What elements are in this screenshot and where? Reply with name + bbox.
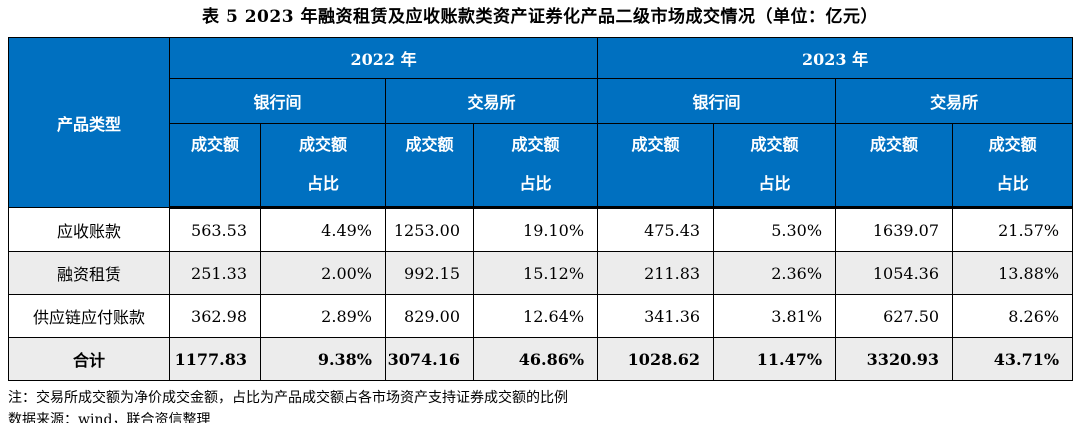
cell: 251.33 <box>169 251 261 295</box>
cell: 1639.07 <box>835 207 954 252</box>
cell: 1253.00 <box>385 207 474 252</box>
column-header-year-2022: 2022 年 <box>168 37 599 79</box>
header-row-markets: 银行间 交易所 银行间 交易所 <box>9 78 1074 124</box>
cell: 5.30% <box>713 207 837 252</box>
row-label: 供应链应付账款 <box>8 294 170 338</box>
cell: 8.26% <box>952 294 1074 338</box>
cell: 13.88% <box>952 251 1074 295</box>
cell: 21.57% <box>952 207 1074 252</box>
column-header-2023-interbank: 银行间 <box>597 78 837 124</box>
column-header-amount-share: 成交额 占比 <box>260 123 386 209</box>
amount-share-label-line1: 成交额 <box>511 135 560 154</box>
amount-share-label-line2: 占比 <box>306 174 339 193</box>
column-header-2022-interbank: 银行间 <box>169 78 386 124</box>
header-row-metrics: 成交额 成交额 占比 成交额 成交额 占比 成交额 成交额 占比 成交额 成交额 <box>9 123 1074 209</box>
cell: 475.43 <box>597 207 715 252</box>
column-header-amount-share: 成交额 占比 <box>472 123 599 209</box>
column-header-amount: 成交额 <box>597 123 715 209</box>
cell: 1177.83 <box>169 337 261 381</box>
header-row-years: 产品类型 2022 年 2023 年 <box>8 37 1074 208</box>
cell: 4.49% <box>260 207 386 252</box>
table-row-total: 合计 1177.83 9.38% 3074.16 46.86% 1028.62 … <box>8 337 1074 381</box>
table-row-finance-lease: 融资租赁 251.33 2.00% 992.15 15.12% 211.83 2… <box>8 251 1074 295</box>
amount-share-label-line2: 占比 <box>519 174 552 193</box>
amount-share-label-line2: 占比 <box>996 174 1029 193</box>
cell: 9.38% <box>260 337 386 381</box>
amount-share-label-line1: 成交额 <box>298 135 347 154</box>
cell: 1054.36 <box>835 251 954 295</box>
table-title: 表 5 2023 年融资租赁及应收账款类资产证券化产品二级市场成交情况（单位：亿… <box>202 7 878 27</box>
footnote-methodology: 注：交易所成交额为净价成交金额，占比为产品成交额占各市场资产支持证券成交额的比例 <box>8 390 568 406</box>
column-header-amount-share: 成交额 占比 <box>952 123 1074 209</box>
row-label: 应收账款 <box>8 207 170 252</box>
cell: 992.15 <box>385 251 474 295</box>
secondary-market-turnover-table: 产品类型 2022 年 2023 年 银行间 交易所 银行间 交易所 成交额 成… <box>8 37 1074 381</box>
cell: 3074.16 <box>385 337 474 381</box>
cell: 362.98 <box>169 294 261 338</box>
column-header-amount: 成交额 <box>835 123 954 209</box>
cell: 15.12% <box>472 251 599 295</box>
cell: 627.50 <box>835 294 954 338</box>
cell: 19.10% <box>472 207 599 252</box>
table-row-receivables: 应收账款 563.53 4.49% 1253.00 19.10% 475.43 … <box>8 207 1074 252</box>
cell: 3.81% <box>713 294 837 338</box>
column-header-amount-share: 成交额 占比 <box>713 123 837 209</box>
table-footnotes: 注：交易所成交额为净价成交金额，占比为产品成交额占各市场资产支持证券成交额的比例… <box>8 387 1072 423</box>
cell: 3320.93 <box>835 337 954 381</box>
row-label: 融资租赁 <box>8 251 170 295</box>
column-header-product-type: 产品类型 <box>8 37 170 208</box>
cell: 341.36 <box>597 294 715 338</box>
column-header-amount: 成交额 <box>385 123 474 209</box>
table-row-supply-chain-payables: 供应链应付账款 362.98 2.89% 829.00 12.64% 341.3… <box>8 294 1074 338</box>
column-header-amount: 成交额 <box>169 123 261 209</box>
amount-share-label-line2: 占比 <box>758 174 791 193</box>
column-header-2022-exchange: 交易所 <box>384 78 599 124</box>
cell: 43.71% <box>952 337 1074 381</box>
cell: 46.86% <box>472 337 599 381</box>
cell: 211.83 <box>597 251 715 295</box>
amount-share-label-line1: 成交额 <box>750 135 799 154</box>
row-label: 合计 <box>8 337 170 381</box>
cell: 2.36% <box>713 251 837 295</box>
column-header-2023-exchange: 交易所 <box>835 78 1074 124</box>
column-header-year-2023: 2023 年 <box>597 37 1074 79</box>
cell: 1028.62 <box>597 337 715 381</box>
cell: 2.89% <box>260 294 386 338</box>
cell: 12.64% <box>472 294 599 338</box>
cell: 563.53 <box>169 207 261 252</box>
cell: 829.00 <box>385 294 474 338</box>
cell: 2.00% <box>260 251 386 295</box>
amount-share-label-line1: 成交额 <box>988 135 1037 154</box>
cell: 11.47% <box>713 337 837 381</box>
footnote-data-source: 数据来源：wind，联合资信整理 <box>8 412 211 423</box>
